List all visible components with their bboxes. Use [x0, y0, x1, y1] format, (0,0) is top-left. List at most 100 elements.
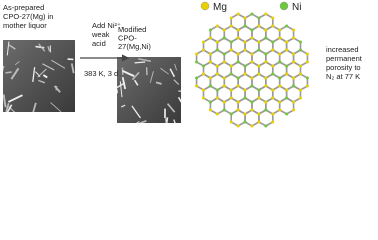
crystal: [14, 60, 20, 66]
metal: [257, 88, 261, 92]
metal: [250, 84, 254, 88]
metal: [229, 88, 233, 92]
metal: [229, 40, 233, 44]
metal: [250, 100, 254, 104]
crystal: [7, 94, 23, 103]
metal: [222, 84, 226, 88]
crystal: [38, 43, 46, 52]
label-line: Add Ni²⁺,: [92, 21, 123, 30]
metal: [222, 108, 226, 112]
metal: [278, 100, 282, 104]
metal: [271, 64, 275, 68]
metal: [243, 72, 247, 76]
metal: [285, 40, 289, 44]
crystal: [121, 76, 127, 90]
metal: [215, 88, 219, 92]
metal: [278, 108, 282, 112]
metal: [236, 76, 240, 80]
metal: [305, 84, 309, 88]
metal: [229, 96, 233, 100]
crystal: [165, 117, 169, 123]
metal: [298, 72, 302, 76]
metal: [250, 36, 254, 40]
crystal: [174, 63, 177, 71]
metal: [257, 24, 261, 28]
metal: [243, 24, 247, 28]
crystal: [3, 94, 7, 108]
label-line: acid: [92, 39, 106, 48]
metal: [222, 60, 226, 64]
crystal: [138, 120, 147, 123]
crystal: [136, 121, 140, 123]
crystal: [131, 71, 140, 81]
metal: [208, 60, 212, 64]
metal: [208, 76, 212, 80]
metal: [250, 124, 254, 128]
metal: [202, 64, 206, 68]
metal: [257, 120, 261, 124]
crystal: [5, 103, 10, 112]
crystal: [166, 103, 176, 113]
metal: [271, 112, 275, 116]
metal: [257, 16, 261, 20]
pore: [209, 97, 226, 115]
metal: [236, 60, 240, 64]
metal: [292, 60, 296, 64]
metal: [208, 36, 212, 40]
legend-ni-dot: [279, 1, 289, 11]
metal: [271, 16, 275, 20]
metal: [195, 84, 199, 88]
metal: [285, 72, 289, 76]
metal: [264, 28, 268, 32]
metal: [250, 108, 254, 112]
metal: [298, 40, 302, 44]
crystal: [149, 71, 154, 83]
crystal: [6, 41, 10, 56]
metal: [264, 76, 268, 80]
crystal: [173, 79, 180, 86]
metal: [243, 112, 247, 116]
metal: [208, 108, 212, 112]
metal: [215, 24, 219, 28]
crystal: [10, 67, 20, 80]
crystal: [138, 58, 151, 62]
metal: [278, 84, 282, 88]
crystal: [32, 102, 37, 112]
crystal: [164, 117, 167, 123]
metal: [222, 28, 226, 32]
metal: [292, 52, 296, 56]
metal: [257, 96, 261, 100]
metal: [264, 124, 268, 128]
metal: [250, 12, 254, 16]
crystal: [177, 96, 181, 103]
metal: [236, 12, 240, 16]
metal: [243, 40, 247, 44]
metal: [278, 76, 282, 80]
metal: [271, 72, 275, 76]
metal: [243, 64, 247, 68]
crystal: [47, 46, 51, 52]
metal: [285, 112, 289, 116]
metal: [298, 48, 302, 52]
label-line: porosity to: [326, 63, 361, 72]
metal: [215, 64, 219, 68]
metal: [271, 96, 275, 100]
label-line: permanent: [326, 54, 363, 63]
legend-label: Ni: [292, 2, 301, 13]
metal: [229, 48, 233, 52]
metal: [202, 96, 206, 100]
label-line: As-prepared: [3, 3, 44, 12]
metal: [305, 52, 309, 56]
metal: [215, 96, 219, 100]
metal: [305, 60, 309, 64]
metal: [278, 52, 282, 56]
metal: [292, 84, 296, 88]
label-line: mother liquor: [3, 21, 47, 30]
metal: [229, 64, 233, 68]
metal: [243, 48, 247, 52]
label-line: Modified: [118, 25, 146, 34]
metal: [285, 24, 289, 28]
metal: [229, 16, 233, 20]
metal: [292, 76, 296, 80]
metal: [278, 60, 282, 64]
